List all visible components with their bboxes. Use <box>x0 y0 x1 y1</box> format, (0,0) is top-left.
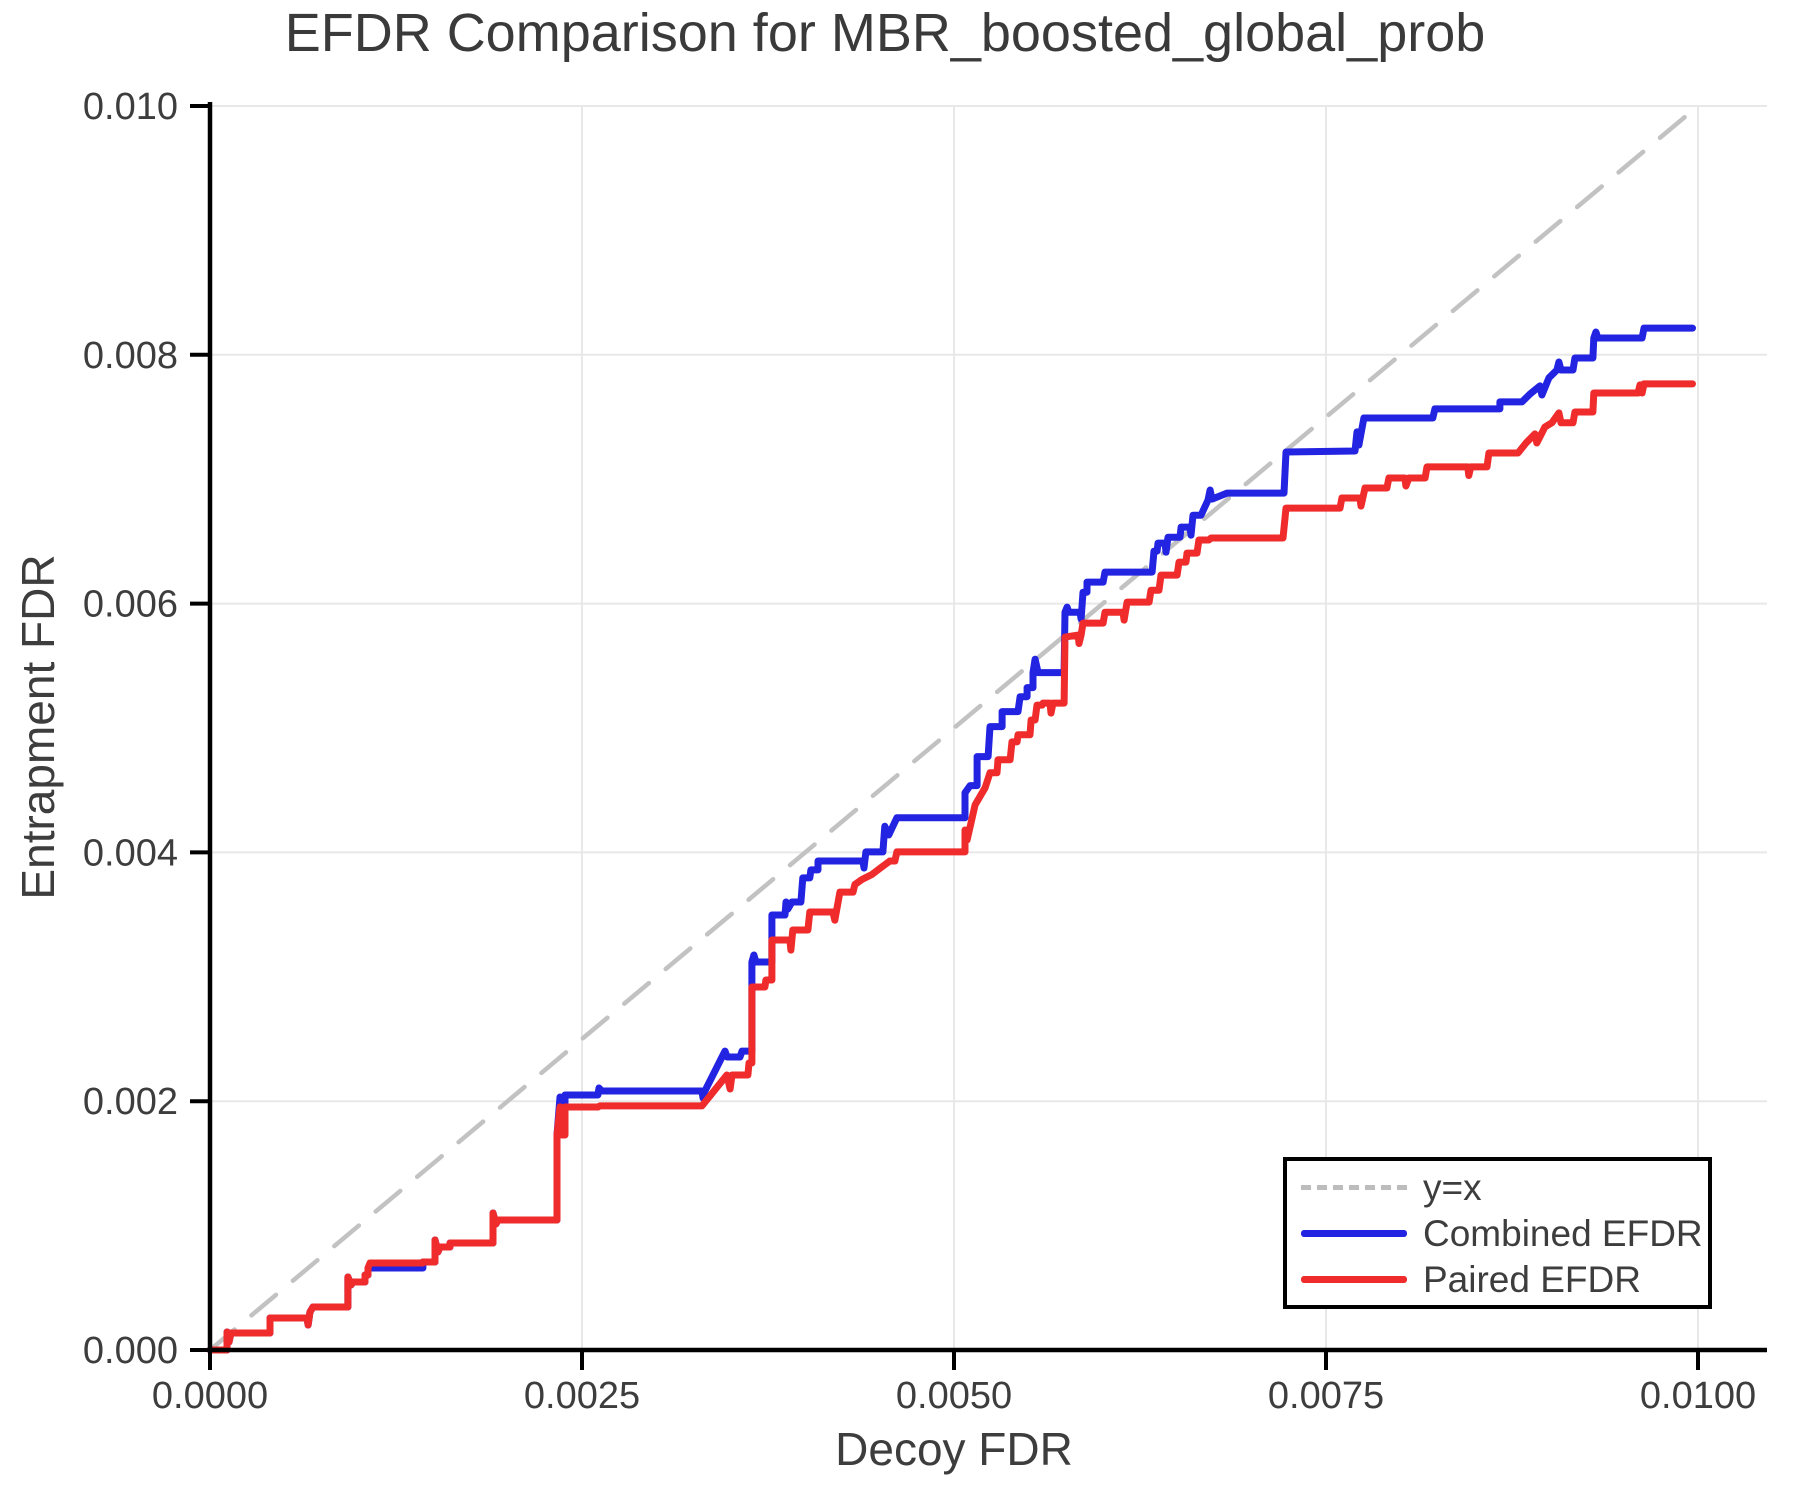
identity-line <box>207 103 1701 1353</box>
x-axis-title: Decoy FDR <box>835 1423 1073 1475</box>
x-tick-label: 0.0000 <box>152 1375 268 1417</box>
chart-title: EFDR Comparison for MBR_boosted_global_p… <box>284 3 1486 63</box>
axes <box>190 102 1767 1370</box>
y-axis-title: Entrapment FDR <box>12 554 64 900</box>
x-tick-label: 0.0025 <box>524 1375 640 1417</box>
legend-label: y=x <box>1423 1166 1482 1208</box>
legend-entry-combined: Combined EFDR <box>1301 1212 1708 1254</box>
y-tick-label: 0.006 <box>83 584 178 626</box>
paired-line-sample <box>1301 1275 1407 1283</box>
legend-label: Paired EFDR <box>1423 1258 1641 1300</box>
y-tick-label: 0.008 <box>83 335 178 377</box>
x-tick-label: 0.0050 <box>896 1375 1012 1417</box>
x-tick-label: 0.0075 <box>1268 1375 1384 1417</box>
legend-label: Combined EFDR <box>1423 1212 1703 1254</box>
x-tick-label: 0.0100 <box>1640 1375 1756 1417</box>
data-series <box>206 103 1701 1354</box>
legend-entry-paired: Paired EFDR <box>1301 1258 1708 1300</box>
y-tick-label: 0.004 <box>83 832 178 874</box>
identity-line-sample <box>1301 1184 1407 1190</box>
combined-line-sample <box>1301 1229 1407 1237</box>
y-tick-label: 0.000 <box>83 1330 178 1372</box>
paired-efdr-line <box>206 380 1696 1354</box>
y-tick-label: 0.002 <box>83 1081 178 1123</box>
tick-labels: 0.0000 0.0025 0.0050 0.0075 0.0100 0.000 0.002… <box>83 86 1756 1417</box>
legend: y=x Combined EFDR Paired EFDR <box>1283 1157 1712 1309</box>
y-tick-label: 0.010 <box>83 86 178 128</box>
legend-entry-identity: y=x <box>1301 1166 1708 1208</box>
